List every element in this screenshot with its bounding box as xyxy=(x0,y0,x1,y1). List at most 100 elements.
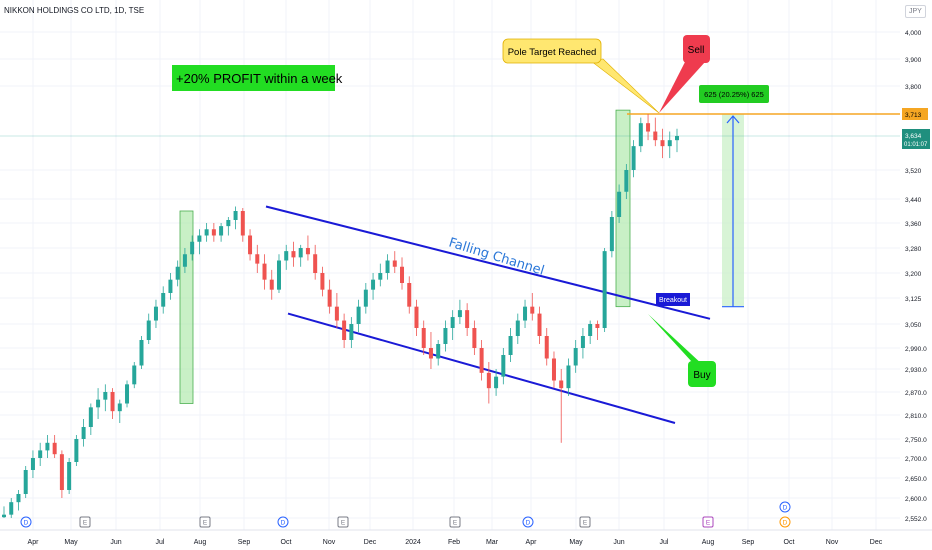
event-marker-letter: E xyxy=(583,520,588,527)
x-tick-label: Sep xyxy=(742,539,755,546)
pole-box xyxy=(615,109,631,308)
candle-body xyxy=(559,380,564,389)
candle-body xyxy=(255,254,260,264)
candle-body xyxy=(508,336,513,355)
candle-body xyxy=(515,320,520,336)
earnings-marker-icon[interactable] xyxy=(199,516,211,528)
candle-body xyxy=(146,320,151,340)
current-price-badge xyxy=(902,129,930,149)
candle-body xyxy=(602,251,607,328)
candle-body xyxy=(96,399,101,408)
event-marker-letter: E xyxy=(83,520,88,527)
candle-body xyxy=(617,191,622,217)
x-tick-label: Oct xyxy=(281,539,292,546)
measure-arrowhead xyxy=(726,115,740,124)
candle-body xyxy=(573,348,578,366)
y-tick-label: 3,280 xyxy=(905,246,922,253)
candle-body xyxy=(551,358,556,381)
earnings-marker-icon[interactable] xyxy=(79,516,91,528)
candle-body xyxy=(132,365,137,385)
sell-text: Sell xyxy=(688,45,705,56)
dividend-marker-icon[interactable] xyxy=(277,516,289,528)
x-tick-label: Nov xyxy=(323,539,336,546)
earnings-marker-icon[interactable] xyxy=(579,516,591,528)
breakout-box xyxy=(656,293,690,306)
earnings-marker-icon[interactable] xyxy=(702,516,714,528)
candle-body xyxy=(219,226,224,236)
candle-body xyxy=(88,407,93,427)
candle-body xyxy=(240,211,245,236)
x-tick-label: Jun xyxy=(613,539,624,546)
earnings-marker-icon[interactable] xyxy=(337,516,349,528)
candle-body xyxy=(414,306,419,328)
candle-body xyxy=(197,235,202,242)
candle-body xyxy=(494,376,499,389)
candle-body xyxy=(103,392,108,400)
candle-body xyxy=(161,293,166,307)
target-price-badge xyxy=(902,108,928,120)
candle-body xyxy=(125,384,130,404)
candle-body xyxy=(9,502,14,515)
candle-body xyxy=(334,306,339,321)
measure-label-box xyxy=(699,85,769,103)
candle-body xyxy=(638,123,643,147)
dividend-marker-icon[interactable] xyxy=(779,516,791,528)
y-tick-label: 3,900 xyxy=(905,57,922,64)
event-marker-letter: D xyxy=(783,520,788,527)
y-tick-label: 3,440 xyxy=(905,197,922,204)
candle-body xyxy=(45,442,50,451)
dividend-marker-icon[interactable] xyxy=(779,501,791,513)
breakout-text: Breakout xyxy=(659,297,687,304)
candle-body xyxy=(436,344,441,359)
candle-body xyxy=(182,254,187,267)
candle-body xyxy=(59,454,64,490)
currency-button[interactable]: JPY xyxy=(905,5,926,18)
candle-body xyxy=(501,355,506,377)
candle-body xyxy=(609,217,614,252)
candle-body xyxy=(233,211,238,220)
x-tick-label: 2024 xyxy=(405,539,421,546)
y-tick-label: 3,200 xyxy=(905,271,922,278)
candle-body xyxy=(327,289,332,307)
candle-body xyxy=(580,336,585,348)
target-price-label: 3,713 xyxy=(905,112,922,119)
candle-body xyxy=(262,263,267,280)
dividend-marker-icon[interactable] xyxy=(522,516,534,528)
event-marker-letter: E xyxy=(706,520,711,527)
candle-body xyxy=(653,131,658,141)
y-tick-label: 2,552.0 xyxy=(905,516,927,523)
buy-box xyxy=(688,361,716,387)
dividend-marker-icon[interactable] xyxy=(20,516,32,528)
candle-body xyxy=(428,348,433,359)
candle-body xyxy=(588,324,593,336)
event-marker-letter: D xyxy=(526,520,531,527)
candle-body xyxy=(631,146,636,170)
candle-body xyxy=(363,289,368,307)
candle-body xyxy=(537,313,542,336)
buy-pointer xyxy=(648,314,704,366)
channel-upper-line xyxy=(265,205,711,320)
candle-body xyxy=(465,310,470,328)
candle-body xyxy=(530,306,535,314)
x-tick-label: Nov xyxy=(826,539,839,546)
candle-body xyxy=(313,254,318,273)
candle-body xyxy=(67,462,72,490)
candle-body xyxy=(211,229,216,236)
candle-body xyxy=(667,140,672,147)
y-tick-label: 2,810.0 xyxy=(905,413,927,420)
sell-box xyxy=(683,35,710,63)
candle-body xyxy=(342,320,347,340)
candle-body xyxy=(226,220,231,227)
candle-body xyxy=(305,248,310,255)
y-tick-label: 4,000 xyxy=(905,30,922,37)
candle-body xyxy=(486,372,491,389)
x-tick-label: Mar xyxy=(486,539,499,546)
candle-body xyxy=(168,279,173,293)
candle-body xyxy=(23,470,28,494)
candle-body xyxy=(479,348,484,373)
earnings-marker-icon[interactable] xyxy=(449,516,461,528)
x-tick-label: Aug xyxy=(702,539,715,546)
candle-body xyxy=(30,458,35,470)
event-marker-letter: D xyxy=(281,520,286,527)
